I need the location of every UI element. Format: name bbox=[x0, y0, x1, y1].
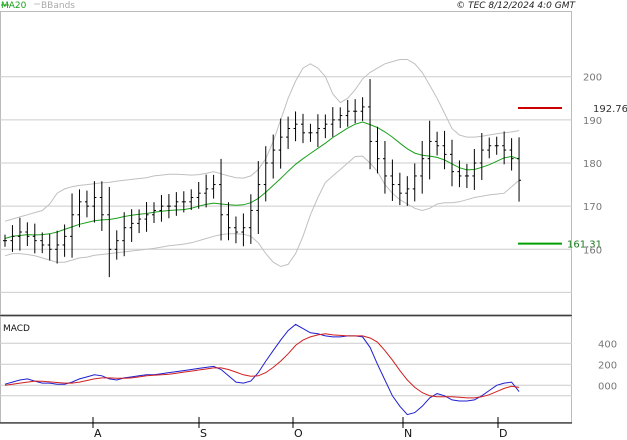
bollinger-bands bbox=[4, 59, 520, 268]
legend-bbands: BBands bbox=[41, 1, 75, 11]
month-label-A: A bbox=[94, 427, 102, 440]
macd-title: MACD bbox=[3, 324, 30, 334]
macd-panel-frame bbox=[0, 316, 572, 423]
y-tick-160: 160 bbox=[583, 245, 602, 256]
copyright-stamp: © TEC 8/12/2024 4:0 GMT bbox=[456, 1, 576, 11]
y-tick-190: 190 bbox=[583, 116, 602, 127]
month-label-S: S bbox=[200, 427, 207, 440]
month-label-D: D bbox=[499, 427, 507, 440]
price-bars bbox=[3, 79, 522, 278]
moving-average bbox=[4, 121, 520, 239]
macd-lines bbox=[4, 323, 520, 416]
month-label-N: N bbox=[404, 427, 412, 440]
month-label-O: O bbox=[294, 427, 303, 440]
legend-ma: MA20 bbox=[1, 1, 27, 11]
price-y-axis: 200 190 180 170 160 bbox=[583, 73, 602, 257]
macd-gridlines bbox=[0, 342, 572, 397]
support-resistance-levels: 192.76 161.31 bbox=[518, 104, 627, 251]
resistance-label: 192.76 bbox=[593, 104, 627, 115]
lower-band-line bbox=[4, 155, 520, 268]
macd-tick-200: 200 bbox=[598, 360, 617, 371]
y-tick-180: 180 bbox=[583, 159, 602, 170]
ma20-line bbox=[4, 121, 520, 239]
macd-line bbox=[4, 323, 520, 416]
macd-tick-0: 000 bbox=[598, 381, 617, 392]
upper-band-line bbox=[4, 59, 520, 222]
support-label: 161.31 bbox=[567, 240, 602, 251]
y-tick-170: 170 bbox=[583, 202, 602, 213]
macd-y-axis: 400 200 000 bbox=[598, 339, 617, 392]
macd-tick-400: 400 bbox=[598, 339, 617, 350]
y-tick-200: 200 bbox=[583, 73, 602, 84]
gridlines bbox=[0, 76, 572, 293]
signal-line bbox=[4, 333, 520, 399]
